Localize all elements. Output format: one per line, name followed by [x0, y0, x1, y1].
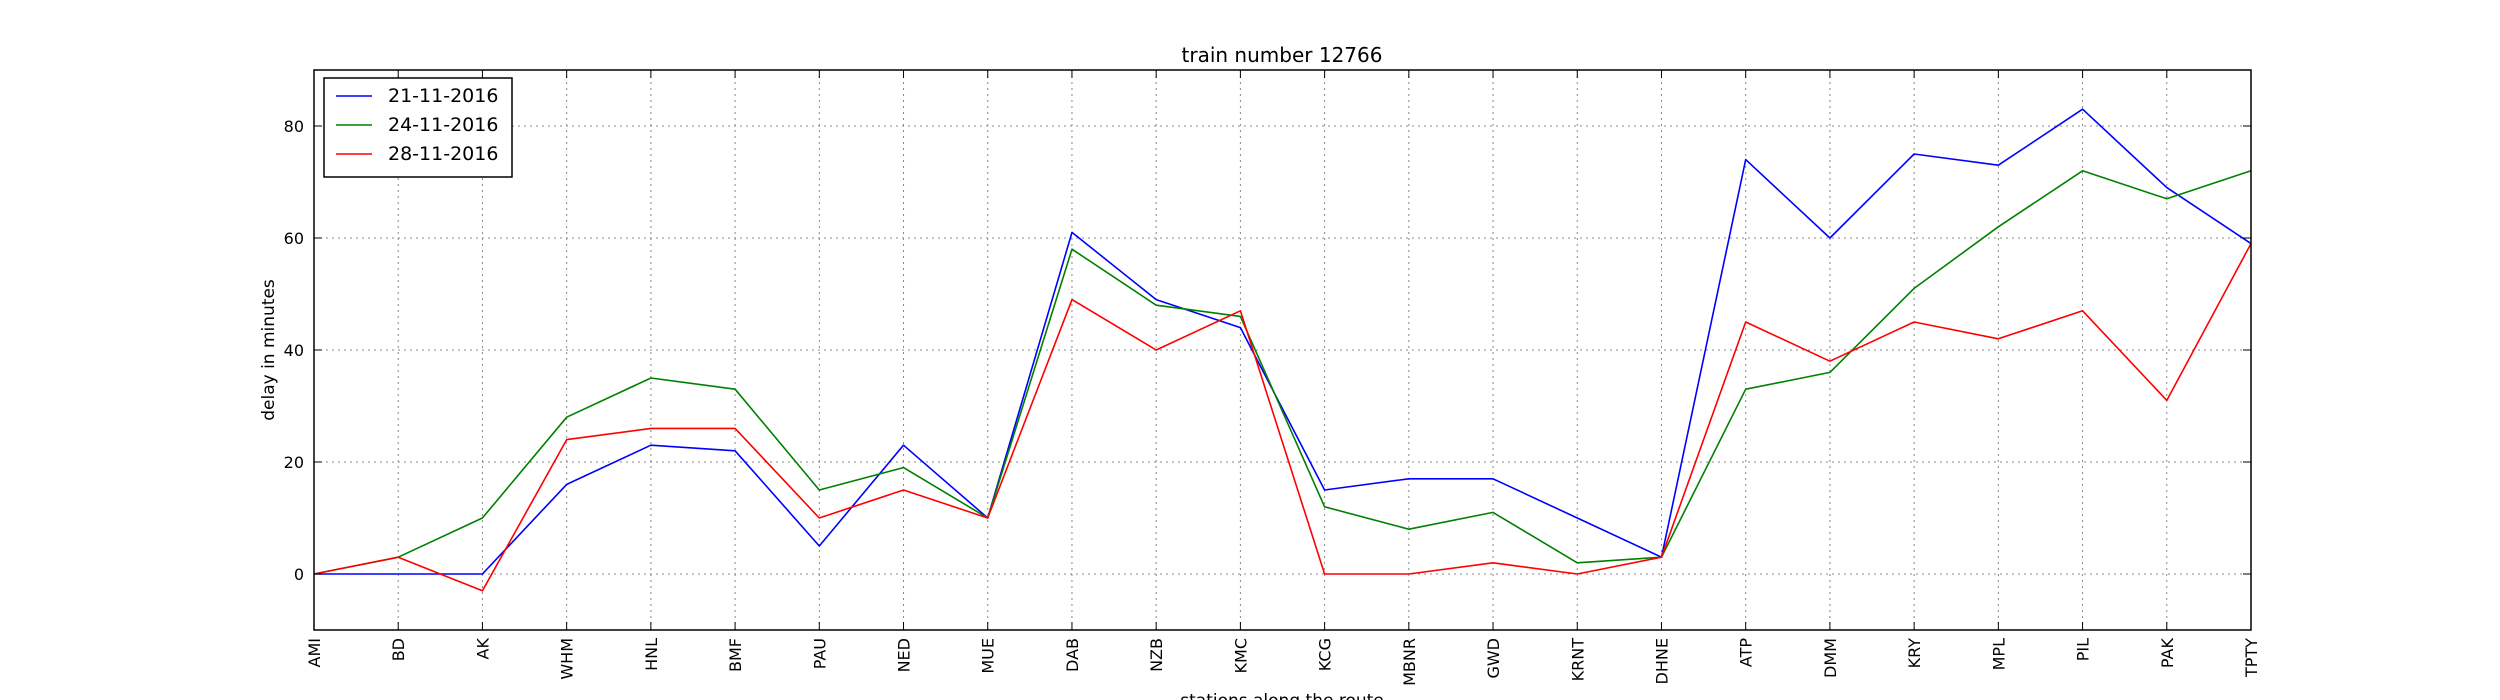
- y-tick-label: 0: [294, 565, 304, 584]
- x-tick-label: DHNE: [1652, 638, 1671, 684]
- x-tick-label: GWD: [1484, 638, 1503, 679]
- y-tick-label: 80: [284, 117, 304, 136]
- x-tick-label: TPTY: [2242, 638, 2261, 678]
- x-tick-label: NED: [895, 638, 914, 672]
- x-tick-label: MUE: [979, 638, 998, 674]
- grid-layer: [313, 70, 2252, 630]
- x-tick-label: PAU: [810, 638, 829, 669]
- legend-label: 24-11-2016: [388, 114, 498, 136]
- x-axis-label: stations along the route: [1180, 691, 1384, 700]
- series-line: [314, 108, 2252, 575]
- x-tick-label: ATP: [1737, 638, 1756, 667]
- x-tick-label: AK: [473, 637, 492, 659]
- x-tick-label: KRNT: [1568, 638, 1587, 682]
- x-tick-label: AMI: [305, 638, 324, 667]
- x-tick-label: BMF: [726, 638, 745, 672]
- legend-label: 21-11-2016: [388, 85, 498, 107]
- x-tick-label: MPL: [1989, 638, 2008, 670]
- x-tick-label: KRY: [1905, 638, 1924, 669]
- legend-label: 28-11-2016: [388, 143, 498, 165]
- x-tick-label: WHM: [558, 638, 577, 680]
- tick-layer: AMI BD AK WHM HNL BMF PAU NED MUE DAB NZB KMC KCG MBN…: [284, 70, 2261, 686]
- x-tick-label: NZB: [1147, 638, 1166, 672]
- series-line: [313, 170, 2252, 575]
- chart-title: train number 12766: [1182, 43, 1383, 67]
- legend: 21-11-2016 24-11-2016 28-11-2016: [323, 77, 513, 178]
- x-tick-label: HNL: [642, 638, 661, 671]
- x-tick-label: BD: [389, 638, 408, 661]
- legend-box: [323, 77, 513, 178]
- series-layer: [313, 108, 2252, 592]
- y-axis-label: delay in minutes: [259, 279, 279, 421]
- x-tick-label: PAK: [2158, 637, 2177, 668]
- y-tick-label: 20: [284, 453, 304, 472]
- y-tick-label: 60: [284, 229, 304, 248]
- x-tick-label: DAB: [1063, 638, 1082, 672]
- plot-frame: [313, 69, 2252, 631]
- x-tick-label: MBNR: [1400, 638, 1419, 686]
- y-tick-label: 40: [284, 341, 304, 360]
- series-line: [313, 243, 2252, 592]
- x-tick-label: KMC: [1231, 638, 1250, 673]
- x-tick-label: KCG: [1316, 638, 1335, 671]
- x-tick-label: PIL: [2074, 638, 2093, 661]
- x-tick-label: DMM: [1821, 638, 1840, 678]
